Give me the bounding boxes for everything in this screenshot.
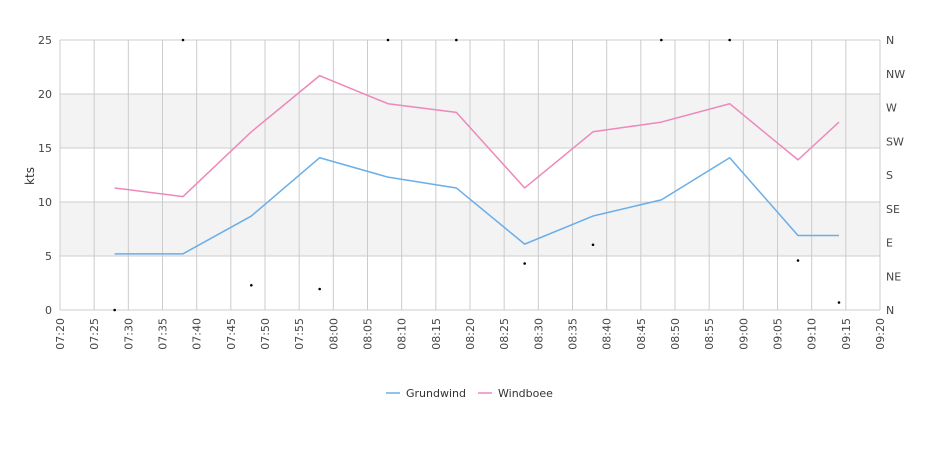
- direction-point: [113, 308, 116, 312]
- direction-tick-label: SE: [886, 203, 900, 216]
- y-axis-label: kts: [23, 167, 37, 185]
- x-tick-label: 07:35: [157, 318, 170, 350]
- y-tick-label: 10: [38, 196, 52, 209]
- direction-point: [591, 243, 595, 247]
- direction-point: [837, 301, 841, 304]
- y-tick-label: 0: [45, 304, 52, 317]
- series-line-windboee: [114, 74, 840, 198]
- x-tick-label: 07:30: [122, 318, 135, 350]
- direction-axis-ticks: N NE E SE S SW W NW N: [886, 34, 905, 317]
- x-tick-label: 08:15: [430, 318, 443, 350]
- y-tick-label: 20: [38, 88, 52, 101]
- x-tick-label: 08:55: [703, 318, 716, 350]
- direction-tick-label: E: [886, 237, 893, 250]
- direction-tick-label: NE: [886, 270, 901, 283]
- direction-tick-label: SW: [886, 135, 904, 148]
- y-axis-ticks: 0 5 10 15 20 25: [38, 34, 52, 317]
- direction-point: [660, 38, 663, 42]
- direction-points: [113, 38, 841, 312]
- direction-point: [523, 262, 526, 265]
- x-tick-label: 09:05: [772, 318, 785, 350]
- horizontal-gridlines: [60, 39, 880, 311]
- x-tick-label: 07:55: [293, 318, 306, 350]
- x-tick-label: 09:10: [806, 318, 819, 350]
- direction-tick-label: N: [886, 34, 894, 47]
- x-tick-label: 07:40: [191, 318, 204, 350]
- x-tick-label: 08:20: [464, 318, 477, 350]
- direction-tick-label: S: [886, 169, 893, 182]
- vertical-gridlines: [59, 40, 881, 310]
- direction-point: [455, 38, 458, 42]
- x-tick-label: 08:30: [532, 318, 545, 350]
- direction-point: [318, 287, 321, 291]
- y-tick-label: 5: [45, 250, 52, 263]
- direction-point: [386, 38, 390, 42]
- x-tick-label: 07:25: [88, 318, 101, 350]
- direction-tick-label: N: [886, 304, 894, 317]
- legend-label-grundwind: Grundwind: [406, 387, 466, 400]
- x-tick-label: 08:10: [396, 318, 409, 350]
- x-tick-label: 07:50: [259, 318, 272, 350]
- direction-point: [181, 38, 185, 42]
- x-tick-label: 09:15: [840, 318, 853, 350]
- x-tick-label: 08:35: [567, 318, 580, 350]
- direction-tick-label: NW: [886, 68, 905, 81]
- x-tick-label: 08:45: [635, 318, 648, 350]
- y-tick-label: 15: [38, 142, 52, 155]
- series-line-grundwind: [114, 156, 839, 255]
- x-tick-label: 08:40: [601, 318, 614, 350]
- x-tick-label: 09:20: [874, 318, 887, 350]
- y-tick-label: 25: [38, 34, 52, 47]
- direction-point: [250, 283, 253, 287]
- direction-tick-label: W: [886, 102, 897, 115]
- x-tick-label: 08:50: [669, 318, 682, 350]
- x-axis-ticks: 07:20 07:25 07:30 07:35 07:40 07:45 07:50 07:55…: [54, 318, 887, 350]
- x-tick-label: 07:20: [54, 318, 67, 350]
- x-tick-label: 08:05: [362, 318, 375, 350]
- direction-point: [728, 38, 731, 42]
- x-tick-label: 08:25: [498, 318, 511, 350]
- direction-point: [796, 259, 800, 262]
- x-tick-label: 09:00: [737, 318, 750, 350]
- x-tick-label: 07:45: [225, 318, 238, 350]
- legend: Grundwind Windboee: [386, 387, 553, 400]
- x-tick-label: 08:00: [327, 318, 340, 350]
- legend-label-windboee: Windboee: [498, 387, 553, 400]
- series-lines: [114, 74, 840, 255]
